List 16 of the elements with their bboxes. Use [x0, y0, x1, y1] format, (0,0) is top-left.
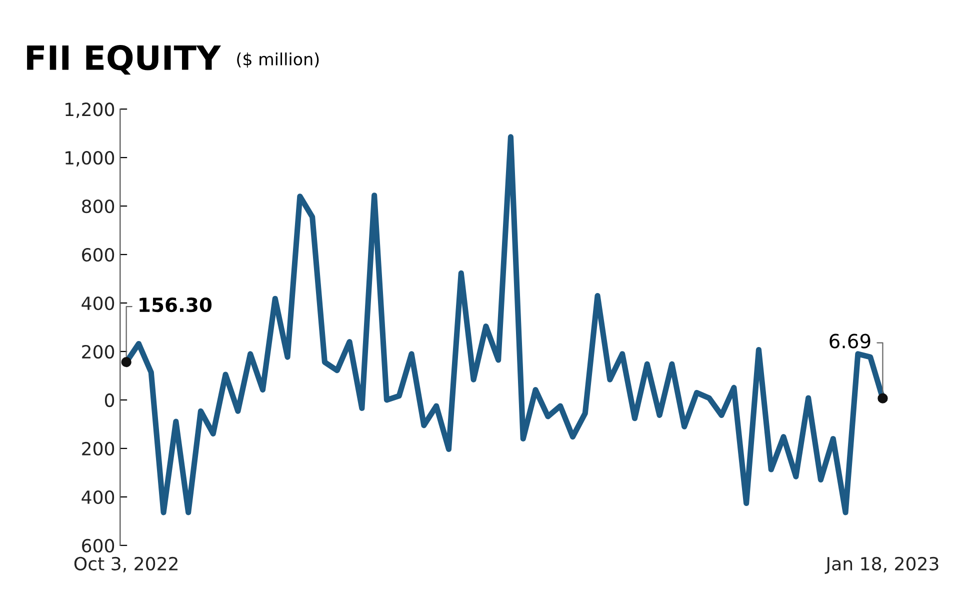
x-tick-label: Oct 3, 2022	[74, 556, 178, 572]
annotation: 6.69	[830, 334, 870, 348]
y-tick-label: 600	[82, 538, 114, 553]
y-tick-label: 400	[82, 490, 114, 504]
y-tick-label: 200	[82, 344, 114, 359]
y-tick-label: 200	[82, 442, 114, 456]
x-tick-label: Jan 18, 2023	[824, 556, 938, 574]
y-tick-label: 1,200	[66, 102, 114, 118]
annotation: 156.30	[140, 297, 212, 312]
y-tick-label: 800	[82, 200, 114, 214]
y-tick-label: 400	[82, 296, 114, 310]
y-tick-label: 0	[104, 393, 114, 408]
chart-subtitle: ($ million)	[237, 52, 319, 68]
y-tick-label: 600	[82, 248, 114, 262]
chart-title: FII EQUITY	[27, 45, 221, 75]
y-tick-label: 1,000	[66, 151, 114, 167]
